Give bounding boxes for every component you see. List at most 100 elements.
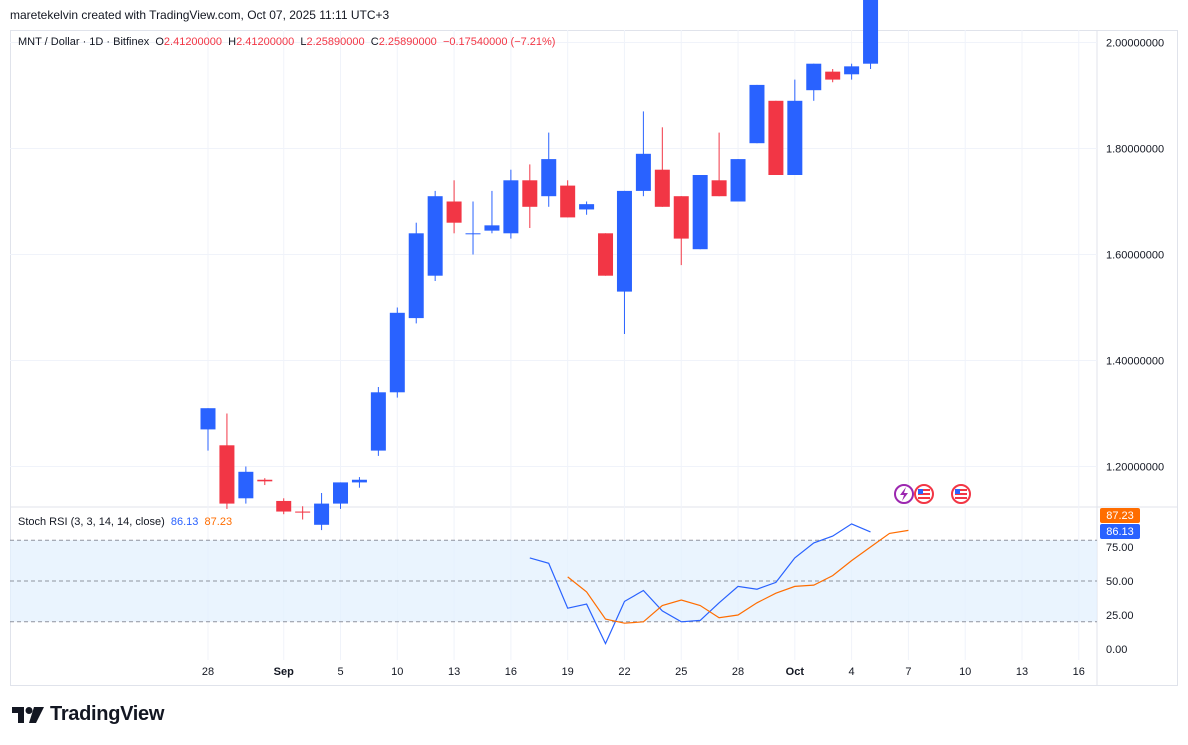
time-tick-label: 5 bbox=[337, 666, 343, 678]
candle-body bbox=[484, 225, 500, 231]
candle[interactable] bbox=[257, 478, 273, 486]
candle-body bbox=[333, 482, 349, 504]
stoch-rsi-d-line[interactable] bbox=[567, 529, 909, 624]
candle[interactable] bbox=[768, 100, 784, 175]
candle-body bbox=[749, 84, 765, 144]
candle[interactable] bbox=[389, 307, 405, 398]
time-tick-label: 13 bbox=[1016, 666, 1028, 678]
low-label: L bbox=[300, 36, 307, 48]
stoch-rsi-tick-label: 50.00 bbox=[1106, 576, 1134, 588]
candle-body bbox=[806, 63, 822, 91]
candle[interactable] bbox=[465, 201, 481, 255]
candle-body bbox=[238, 471, 254, 499]
candle[interactable] bbox=[560, 180, 576, 218]
time-tick-label: 10 bbox=[391, 666, 403, 678]
tradingview-logo-icon bbox=[12, 706, 44, 723]
candle-body bbox=[503, 180, 519, 234]
candle[interactable] bbox=[711, 132, 727, 197]
candle[interactable] bbox=[787, 79, 803, 175]
change-value: −0.17540000 (−7.21%) bbox=[442, 36, 556, 48]
time-tick-label: 19 bbox=[562, 666, 574, 678]
chart-credit: maretekelvin created with TradingView.co… bbox=[10, 8, 390, 22]
candle[interactable] bbox=[579, 201, 595, 215]
candle[interactable] bbox=[446, 180, 462, 234]
high-value: 2.41200000 bbox=[236, 36, 295, 48]
candle[interactable] bbox=[806, 63, 822, 101]
candle[interactable] bbox=[314, 493, 330, 531]
time-tick-label: 4 bbox=[849, 666, 855, 678]
candle-body bbox=[863, 0, 879, 64]
candle[interactable] bbox=[654, 127, 670, 207]
candle[interactable] bbox=[825, 69, 841, 83]
time-tick-label: 28 bbox=[732, 666, 744, 678]
candle[interactable] bbox=[844, 63, 860, 80]
event-icon-lightning[interactable] bbox=[894, 484, 914, 504]
candle-body bbox=[560, 185, 576, 218]
price-tick-label: 1.40000000 bbox=[1106, 356, 1164, 368]
stoch-d-badge-bg bbox=[1100, 508, 1140, 523]
candle[interactable] bbox=[351, 477, 367, 488]
stoch-d-badge-value: 87.23 bbox=[1106, 510, 1134, 522]
stoch-k-badge-bg bbox=[1100, 524, 1140, 539]
open-value: 2.41200000 bbox=[163, 36, 223, 48]
candle-body bbox=[219, 445, 235, 504]
stoch-rsi-legend[interactable]: Stoch RSI (3, 3, 14, 14, close) 86.13 87… bbox=[18, 516, 232, 528]
candle[interactable] bbox=[692, 175, 708, 250]
event-icon-us-flag[interactable] bbox=[914, 484, 934, 504]
candle[interactable] bbox=[673, 196, 689, 266]
candle-body bbox=[257, 479, 273, 482]
candle[interactable] bbox=[730, 159, 746, 202]
candle[interactable] bbox=[749, 84, 765, 144]
candle-body bbox=[276, 500, 292, 512]
time-tick-label: 16 bbox=[1073, 666, 1085, 678]
candle[interactable] bbox=[219, 413, 235, 509]
price-tick-label: 2.00000000 bbox=[1106, 38, 1164, 50]
price-tick-label: 1.60000000 bbox=[1106, 250, 1164, 262]
candle[interactable] bbox=[616, 190, 632, 334]
candle[interactable] bbox=[484, 190, 500, 234]
candle-body bbox=[351, 479, 367, 483]
candle-body bbox=[408, 233, 424, 319]
candle-body bbox=[370, 392, 386, 451]
symbol-label[interactable]: MNT / Dollar · 1D · Bitfinex bbox=[18, 36, 150, 48]
event-markers[interactable] bbox=[894, 484, 971, 504]
candle[interactable] bbox=[541, 132, 557, 207]
high-label: H bbox=[228, 36, 237, 48]
candle[interactable] bbox=[503, 169, 519, 239]
tradingview-logo[interactable]: TradingView bbox=[12, 703, 164, 726]
candle[interactable] bbox=[522, 164, 538, 228]
candle[interactable] bbox=[370, 387, 386, 456]
candle[interactable] bbox=[408, 222, 424, 324]
event-icon-us-flag-2[interactable] bbox=[951, 484, 971, 504]
candle-body bbox=[598, 233, 614, 276]
candle-body bbox=[768, 100, 784, 175]
time-tick-label: 16 bbox=[505, 666, 517, 678]
stoch-rsi-k-line[interactable] bbox=[529, 523, 871, 646]
time-tick-label: 25 bbox=[675, 666, 687, 678]
open-label: O bbox=[155, 36, 164, 48]
candle[interactable] bbox=[333, 482, 349, 509]
time-tick-label: 22 bbox=[618, 666, 630, 678]
candle[interactable] bbox=[200, 408, 216, 451]
time-tick-label: 13 bbox=[448, 666, 460, 678]
candle[interactable] bbox=[635, 111, 651, 197]
time-tick-label: Sep bbox=[274, 666, 294, 678]
stoch-d-badge: 87.23 bbox=[1100, 508, 1140, 523]
candle-body bbox=[465, 233, 481, 235]
candle[interactable] bbox=[276, 498, 292, 515]
time-tick-label: 10 bbox=[959, 666, 971, 678]
close-value: 2.25890000 bbox=[378, 36, 437, 48]
low-value: 2.25890000 bbox=[306, 36, 365, 48]
candle[interactable] bbox=[863, 0, 879, 69]
candle[interactable] bbox=[598, 233, 614, 276]
stoch-rsi-tick-label: 0.00 bbox=[1106, 644, 1127, 656]
candle[interactable] bbox=[238, 466, 254, 504]
candle-body bbox=[295, 511, 311, 513]
chart-frame bbox=[10, 30, 1178, 686]
candle[interactable] bbox=[295, 506, 311, 520]
candle-body bbox=[787, 100, 803, 175]
candle[interactable] bbox=[427, 190, 443, 281]
candle-body bbox=[711, 180, 727, 197]
time-tick-label: 28 bbox=[202, 666, 214, 678]
